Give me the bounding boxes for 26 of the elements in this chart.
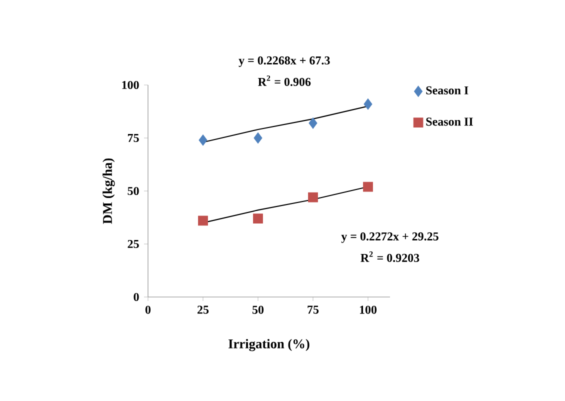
point [364,98,372,110]
y-tick-label: 75 [128,134,139,142]
point [363,182,373,192]
y-tick-label: 25 [128,240,139,248]
point [253,214,263,224]
x-tick-label: 100 [360,306,377,314]
y-axis-title: DM (kg/ha) [102,158,115,224]
x-axis-title: Irrigation (%) [228,338,310,352]
point [254,132,262,144]
legend-label: Season II [426,118,473,126]
point [198,134,208,146]
annotation: y = 0.2272x + 29.25 [341,232,438,243]
y-tick-label: 0 [134,292,139,302]
point [308,118,318,129]
x-tick-label: 0 [145,306,151,314]
x-tick-label: 50 [252,306,264,314]
point [308,192,318,202]
legend-label: Season I [426,86,468,94]
y-tick-label: 50 [128,186,139,196]
point [198,216,208,226]
annotation: R$^{2}$ = 0.906 [258,75,311,86]
x-tick-label: 25 [198,306,209,314]
annotation: R$^{2}$ = 0.9203 [360,251,420,262]
text: y = 0.2268x + 67.3 [238,56,330,67]
x-tick-label: 75 [308,306,319,314]
y-tick-label: 100 [122,80,139,90]
